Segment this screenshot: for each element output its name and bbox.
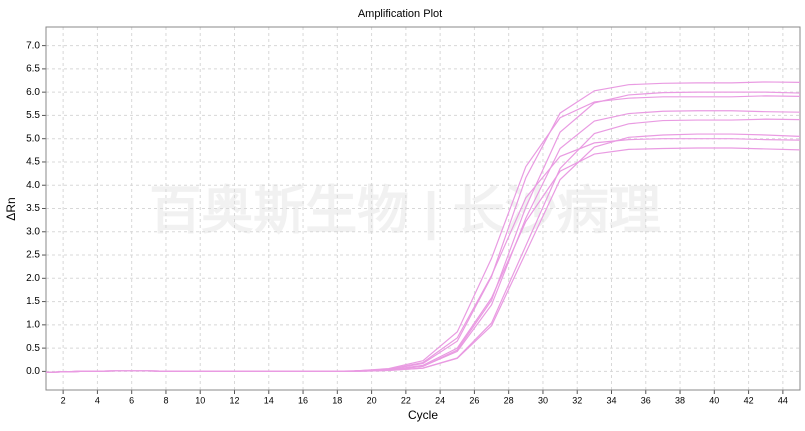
chart-title: Amplification Plot [358, 8, 442, 20]
y-tick-label: 2.0 [26, 273, 40, 284]
y-tick-label: 2.5 [26, 250, 40, 261]
x-tick-label: 16 [298, 395, 308, 405]
watermark: 百奥斯生物 | 长沙病理 [149, 183, 660, 241]
amplification-curve [45, 118, 801, 373]
x-tick-label: 20 [367, 395, 377, 405]
x-tick-label: 18 [332, 395, 342, 405]
x-tick-label: 30 [538, 395, 548, 405]
x-tick-label: 24 [435, 395, 445, 405]
y-tick-label: 5.5 [26, 110, 40, 121]
y-tick-label: 3.0 [26, 226, 40, 237]
y-tick-label: 7.0 [26, 40, 40, 51]
x-tick-label: 28 [504, 395, 514, 405]
x-tick-label: 34 [606, 395, 616, 405]
y-tick-label: 5.0 [26, 133, 40, 144]
x-axis-label: Cycle [408, 408, 438, 422]
x-tick-label: 6 [129, 395, 134, 405]
x-tick-label: 44 [778, 395, 788, 405]
y-tick-label: 6.5 [26, 64, 40, 75]
x-tick-label: 36 [641, 395, 651, 405]
x-tick-label: 2 [61, 395, 66, 405]
x-tick-label: 8 [163, 395, 168, 405]
x-tick-label: 26 [469, 395, 479, 405]
x-tick-label: 10 [195, 395, 205, 405]
plot-frame [45, 26, 801, 391]
y-tick-label: 0.5 [26, 343, 40, 354]
y-tick-label: 4.0 [26, 180, 40, 191]
x-tick-label: 22 [401, 395, 411, 405]
y-tick-label: 1.0 [26, 319, 40, 330]
y-tick-label: 4.5 [26, 157, 40, 168]
x-tick-label: 14 [264, 395, 274, 405]
y-tick-label: 3.5 [26, 203, 40, 214]
y-tick-label: 6.0 [26, 87, 40, 98]
y-tick-label: 1.5 [26, 296, 40, 307]
x-tick-label: 40 [709, 395, 719, 405]
y-axis-label: ΔRn [4, 197, 18, 220]
x-tick-label: 32 [572, 395, 582, 405]
x-tick-label: 4 [95, 395, 100, 405]
y-tick-label: 0.0 [26, 366, 40, 377]
x-tick-label: 38 [675, 395, 685, 405]
x-tick-label: 12 [229, 395, 239, 405]
x-tick-label: 42 [744, 395, 754, 405]
